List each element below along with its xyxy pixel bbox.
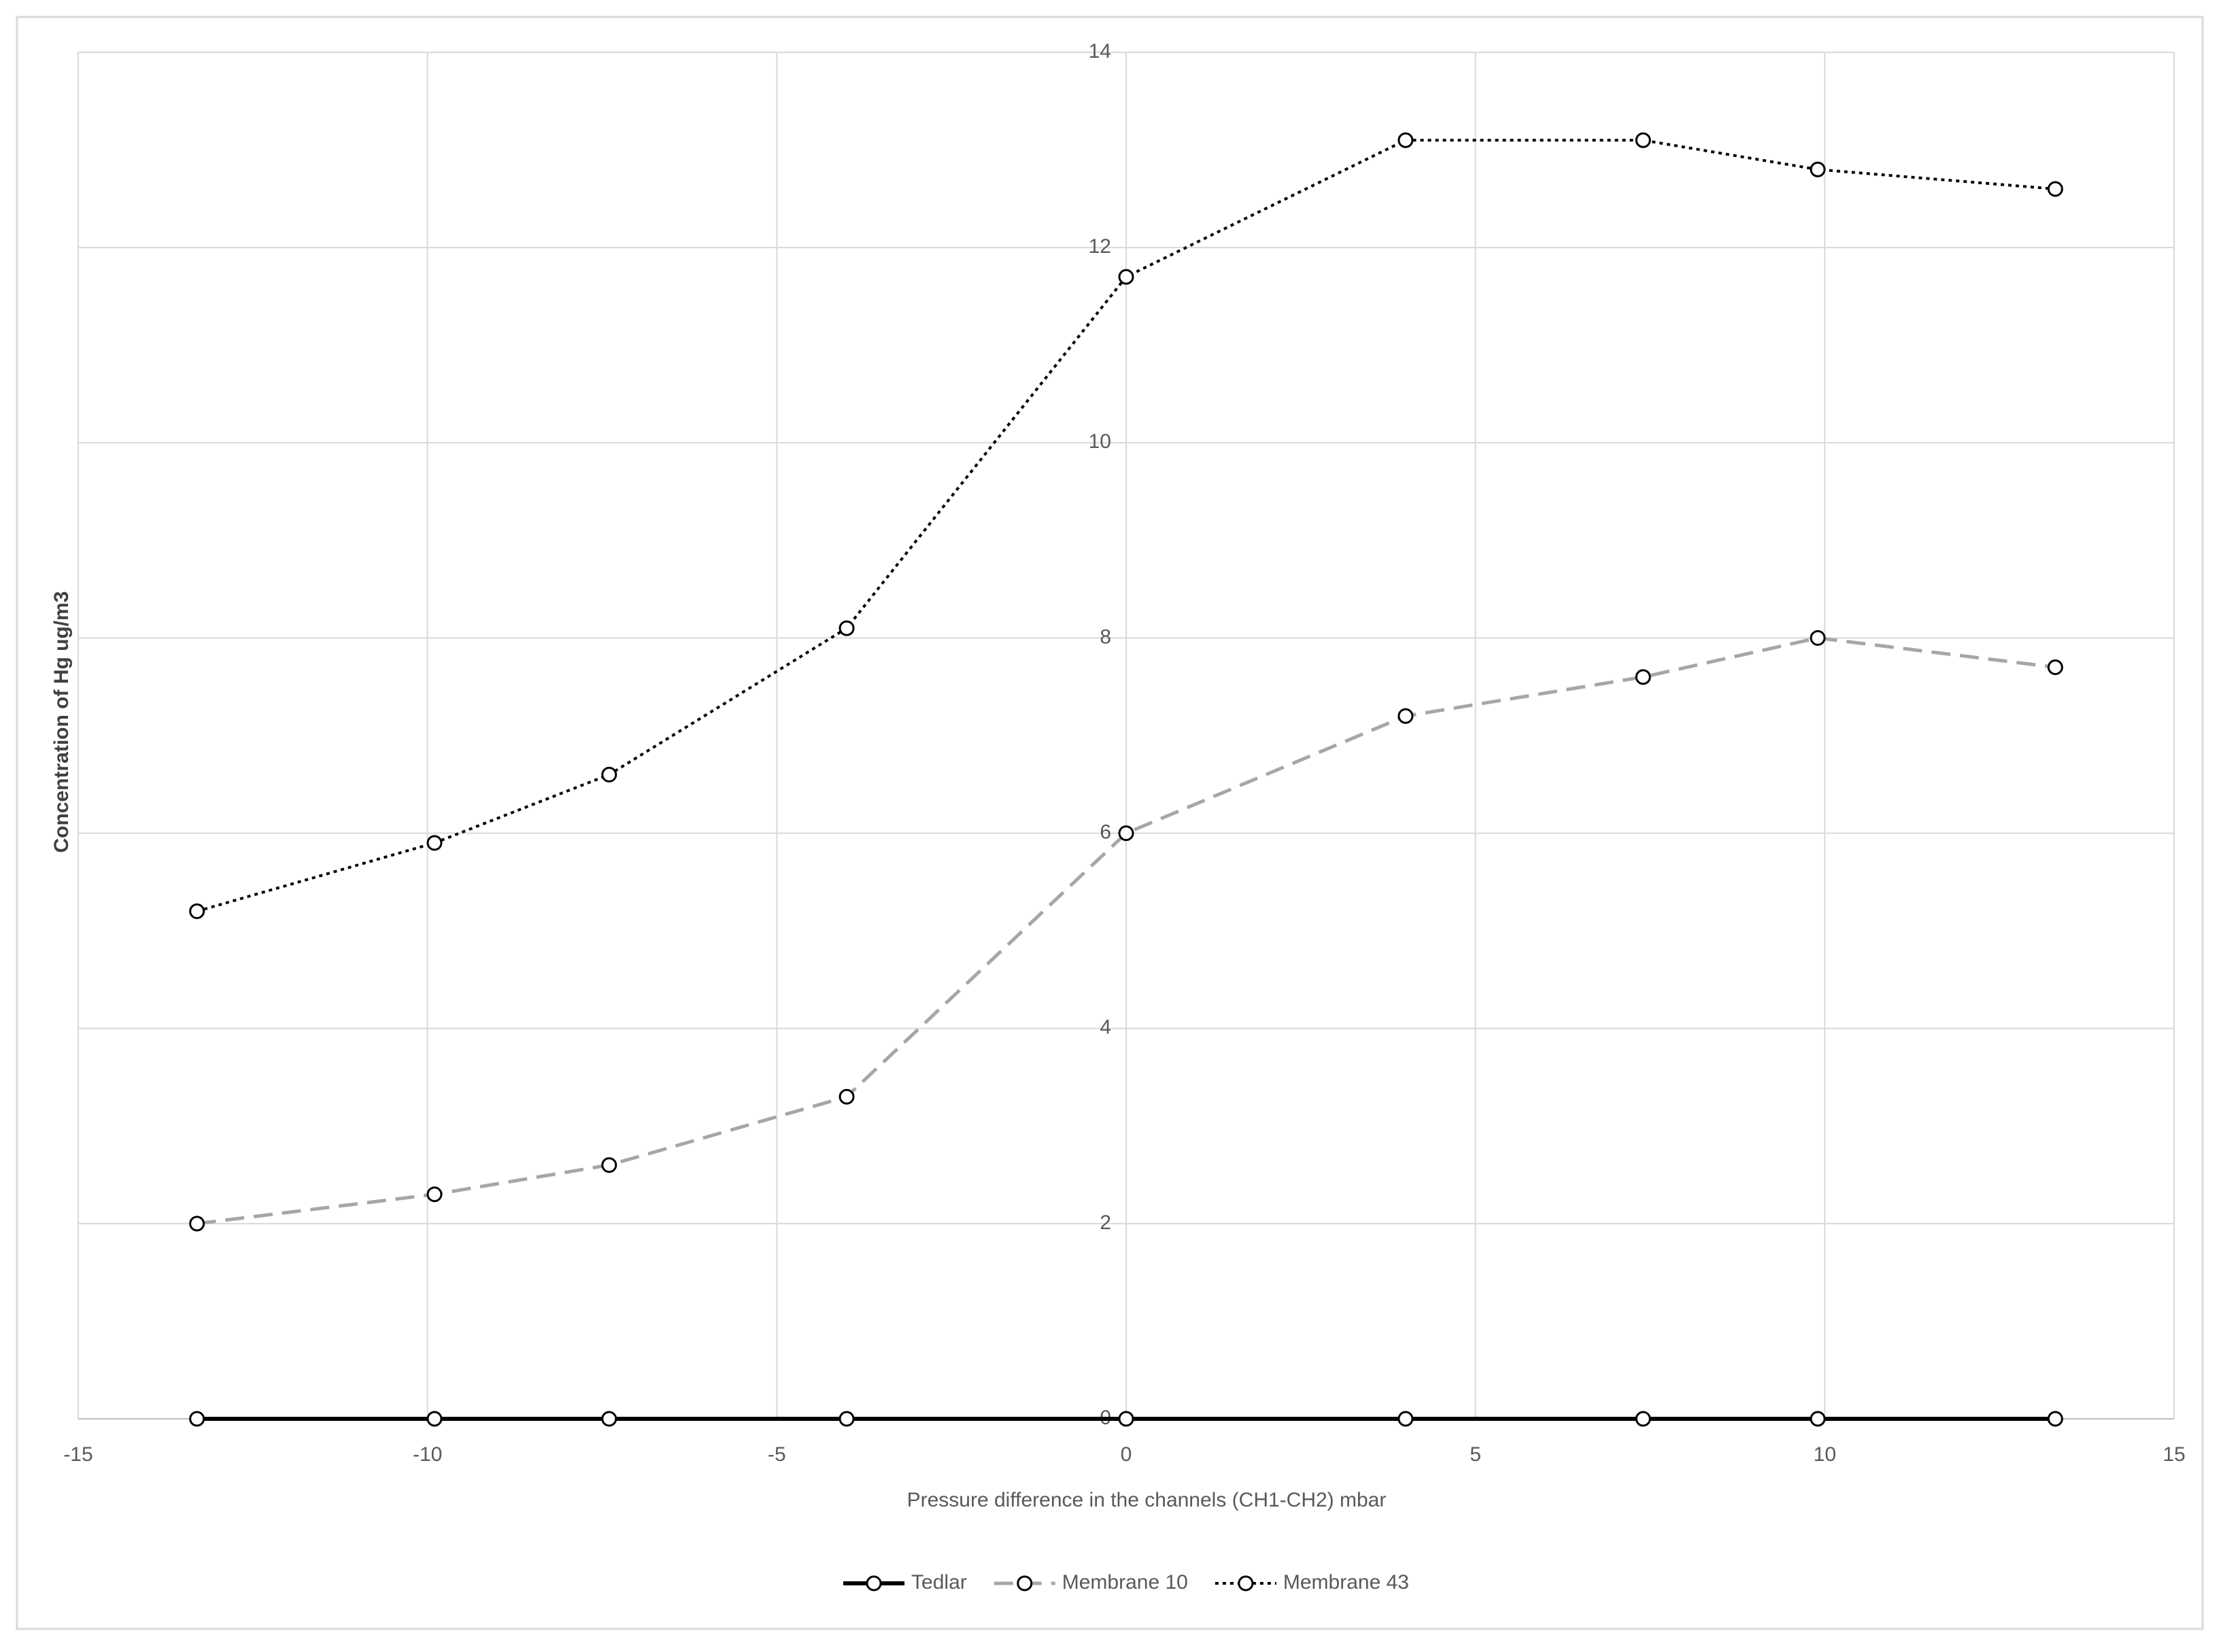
data-point bbox=[1397, 1411, 1414, 1427]
legend-label: Membrane 43 bbox=[1283, 1571, 1409, 1594]
data-point bbox=[1118, 825, 1134, 842]
legend: Tedlar Membrane 10 Membrane 43 bbox=[843, 1571, 1409, 1594]
y-tick-label: 12 bbox=[1089, 235, 1111, 258]
y-tick-label: 6 bbox=[1100, 821, 1111, 843]
y-tick-label: 14 bbox=[1089, 40, 1111, 63]
data-point bbox=[2047, 659, 2063, 675]
x-tick-label: -10 bbox=[413, 1443, 442, 1466]
data-point bbox=[601, 1157, 617, 1173]
x-tick-label: 0 bbox=[1121, 1443, 1132, 1466]
data-point bbox=[426, 835, 443, 851]
series-line bbox=[197, 636, 2056, 1226]
x-tick-label: 10 bbox=[1814, 1443, 1836, 1466]
legend-marker bbox=[866, 1575, 882, 1591]
data-point bbox=[1810, 630, 1826, 646]
y-tick-label: 10 bbox=[1089, 430, 1111, 453]
data-point bbox=[1635, 669, 1651, 685]
chart-border bbox=[16, 16, 2204, 1630]
y-tick-label: 2 bbox=[1100, 1211, 1111, 1234]
data-point bbox=[601, 766, 617, 782]
y-tick-label: 4 bbox=[1100, 1016, 1111, 1039]
data-point bbox=[1635, 1411, 1651, 1427]
legend-label: Tedlar bbox=[911, 1571, 967, 1594]
data-point bbox=[2047, 1411, 2063, 1427]
legend-label: Membrane 10 bbox=[1062, 1571, 1188, 1594]
data-point bbox=[2047, 181, 2063, 197]
data-point bbox=[426, 1411, 443, 1427]
data-point bbox=[601, 1411, 617, 1427]
data-point bbox=[426, 1186, 443, 1203]
data-point bbox=[1397, 708, 1414, 724]
data-point bbox=[838, 620, 855, 636]
data-point bbox=[189, 1216, 205, 1232]
data-point bbox=[838, 1411, 855, 1427]
data-point bbox=[189, 1411, 205, 1427]
data-point bbox=[189, 903, 205, 919]
data-point bbox=[1118, 1411, 1134, 1427]
y-tick-label: 8 bbox=[1100, 625, 1111, 648]
x-tick-label: 5 bbox=[1470, 1443, 1481, 1466]
x-tick-label: -15 bbox=[63, 1443, 92, 1466]
data-point bbox=[1118, 269, 1134, 285]
legend-marker bbox=[1017, 1575, 1033, 1591]
data-point bbox=[1397, 132, 1414, 148]
data-point bbox=[838, 1088, 855, 1105]
data-point bbox=[1810, 161, 1826, 177]
legend-marker bbox=[1238, 1575, 1254, 1591]
y-axis-title: Concentration of Hg ug/m3 bbox=[50, 591, 73, 853]
x-tick-label: -5 bbox=[768, 1443, 786, 1466]
data-point bbox=[1635, 132, 1651, 148]
x-axis-title: Pressure difference in the channels (CH1… bbox=[907, 1489, 1387, 1511]
data-point bbox=[1810, 1411, 1826, 1427]
x-tick-label: 15 bbox=[2163, 1443, 2185, 1466]
